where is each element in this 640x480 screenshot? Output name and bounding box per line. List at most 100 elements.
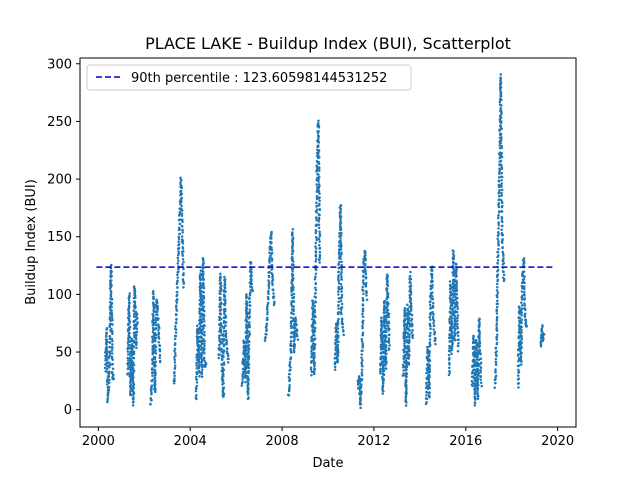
data-point <box>430 284 434 288</box>
y-tick-label: 200 <box>47 173 72 188</box>
data-point <box>387 322 391 325</box>
data-point <box>428 391 431 394</box>
data-point <box>289 322 293 325</box>
data-point <box>500 179 503 182</box>
data-point <box>126 356 129 360</box>
data-point <box>133 294 137 297</box>
data-point <box>291 249 294 252</box>
data-point <box>201 258 205 262</box>
data-point <box>311 323 315 327</box>
data-point <box>448 366 451 369</box>
data-point <box>387 337 391 340</box>
data-point <box>180 186 183 190</box>
data-point <box>291 234 294 237</box>
data-point <box>180 218 183 221</box>
data-point <box>222 349 226 352</box>
data-point <box>428 341 432 344</box>
data-point <box>474 390 477 394</box>
data-point <box>317 226 321 230</box>
data-point <box>175 290 179 294</box>
data-point <box>404 315 407 318</box>
data-point <box>450 348 454 352</box>
data-point <box>470 383 474 387</box>
data-point <box>270 252 273 256</box>
data-point <box>181 242 185 245</box>
data-point <box>290 300 293 303</box>
data-point <box>480 384 483 388</box>
data-point <box>499 121 503 125</box>
data-point <box>387 325 390 328</box>
data-point <box>473 345 476 348</box>
data-point <box>448 347 451 350</box>
data-point <box>224 309 227 313</box>
data-point <box>478 321 481 324</box>
data-point <box>195 364 198 367</box>
data-point <box>385 352 388 355</box>
data-point <box>223 284 226 287</box>
data-point <box>245 296 248 300</box>
data-point <box>339 220 342 223</box>
data-point <box>517 368 520 372</box>
data-point <box>219 284 223 287</box>
data-point <box>453 314 457 318</box>
data-point <box>494 368 497 371</box>
data-point <box>177 246 181 250</box>
data-point <box>134 342 138 346</box>
data-point <box>265 307 269 311</box>
data-point <box>195 381 199 384</box>
data-point <box>292 296 295 300</box>
data-point <box>495 315 499 319</box>
data-point <box>181 263 184 266</box>
data-point <box>219 305 222 309</box>
data-point <box>340 271 343 274</box>
data-point <box>474 341 478 345</box>
data-point <box>203 331 206 334</box>
data-point <box>454 269 458 272</box>
data-point <box>131 375 135 379</box>
data-point <box>203 351 206 355</box>
data-point <box>226 354 230 358</box>
data-point <box>476 389 479 393</box>
data-point <box>317 136 320 139</box>
data-point <box>359 406 362 410</box>
data-point <box>453 325 456 328</box>
data-point <box>244 346 248 349</box>
data-point <box>201 368 204 371</box>
data-point <box>154 371 157 375</box>
data-point <box>364 251 367 254</box>
data-point <box>135 327 138 330</box>
data-point <box>524 321 528 324</box>
data-point <box>314 275 317 279</box>
data-point <box>408 336 411 339</box>
data-point <box>198 302 201 306</box>
data-point <box>361 326 364 330</box>
data-point <box>455 296 459 300</box>
data-point <box>476 397 480 400</box>
data-point <box>338 248 341 251</box>
data-point <box>267 286 271 290</box>
data-point <box>456 322 459 326</box>
data-point <box>429 300 432 303</box>
data-point <box>219 292 222 296</box>
data-point <box>447 349 451 353</box>
data-point <box>288 386 291 389</box>
data-point <box>287 376 291 379</box>
data-point <box>499 159 503 163</box>
data-point <box>409 284 413 287</box>
data-point <box>448 320 451 323</box>
data-point <box>158 353 162 357</box>
data-point <box>317 190 321 193</box>
data-point <box>317 150 320 154</box>
data-point <box>222 355 225 358</box>
data-point <box>196 332 199 335</box>
data-point <box>247 378 250 381</box>
data-point <box>219 317 223 321</box>
data-point <box>317 218 321 221</box>
data-point <box>223 337 226 341</box>
data-point <box>360 349 363 353</box>
data-point <box>270 264 274 267</box>
data-point <box>267 279 270 282</box>
data-point <box>428 374 431 377</box>
data-point <box>107 381 111 384</box>
data-point <box>381 384 385 388</box>
